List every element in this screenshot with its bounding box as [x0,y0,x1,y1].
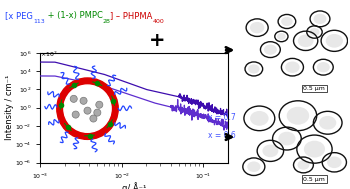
Circle shape [298,160,309,170]
Circle shape [250,111,268,126]
Circle shape [326,34,343,48]
Circle shape [57,78,118,139]
Circle shape [250,22,264,33]
Circle shape [247,161,260,172]
Circle shape [319,116,336,130]
Circle shape [309,28,320,36]
Text: + (1-x) PMPC: + (1-x) PMPC [45,11,103,20]
Circle shape [72,111,79,118]
Circle shape [64,85,111,132]
Circle shape [298,35,314,47]
Text: ] – PHPMA: ] – PHPMA [110,11,153,20]
Circle shape [248,64,260,74]
Text: 0.5 μm: 0.5 μm [303,177,326,182]
Text: 113: 113 [33,19,45,24]
Circle shape [277,33,286,40]
Text: 0.5 μm: 0.5 μm [303,86,326,91]
Circle shape [96,101,103,108]
Text: $\times$10$^2$: $\times$10$^2$ [40,50,58,59]
Circle shape [70,95,77,102]
Circle shape [281,17,293,26]
Text: 400: 400 [153,19,164,24]
Circle shape [84,107,91,114]
Circle shape [304,141,325,158]
Circle shape [94,109,101,116]
Text: 28: 28 [103,19,110,24]
Circle shape [80,97,87,104]
Text: +: + [148,31,165,50]
X-axis label: q/ Å⁻¹: q/ Å⁻¹ [122,182,146,189]
Circle shape [264,44,277,55]
Circle shape [317,62,330,72]
Circle shape [90,115,97,122]
Text: x = 0.7: x = 0.7 [208,113,236,122]
Circle shape [314,14,327,24]
Circle shape [327,156,342,168]
Circle shape [262,145,278,157]
Text: [x PEG: [x PEG [5,11,33,20]
Circle shape [287,107,309,125]
Text: x = 0.6: x = 0.6 [208,131,236,140]
Y-axis label: Intensity / cm⁻¹: Intensity / cm⁻¹ [5,75,14,140]
Circle shape [278,132,295,145]
Circle shape [285,61,300,73]
